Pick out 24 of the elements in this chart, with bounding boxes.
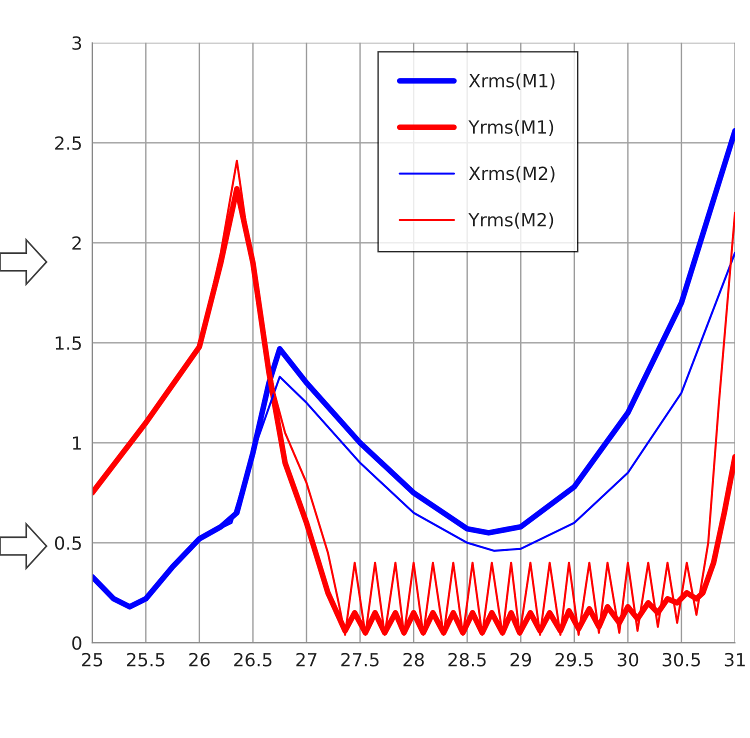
legend-label: Yrms(M1): [468, 120, 554, 136]
x-tick-label: 27: [296, 652, 316, 666]
x-tick-label: 26: [189, 652, 210, 666]
y-tick-label: 0: [72, 636, 82, 650]
x-tick-label: 30: [618, 652, 638, 666]
x-tick-label: 28: [403, 652, 424, 666]
x-tick-label: 30.5: [662, 652, 700, 666]
x-tick-label: 31: [724, 652, 745, 666]
y-tick-label: 2.5: [55, 136, 81, 150]
legend-label: Xrms(M1): [468, 74, 554, 90]
y-tick-label: 1: [73, 436, 81, 450]
x-tick-label: 29: [510, 652, 531, 666]
x-tick-label: 25.5: [127, 652, 164, 666]
y-tick-label: 1.5: [56, 336, 81, 350]
y-tick-label: 3: [72, 36, 82, 50]
y-tick-label: 0.5: [55, 536, 81, 550]
legend-label: Xrms(M2): [468, 166, 554, 182]
x-tick-label: 26.5: [234, 652, 272, 666]
legend-label: Yrms(M2): [468, 212, 554, 229]
x-tick-label: 27.5: [341, 652, 379, 666]
x-tick-label: 25: [82, 652, 102, 666]
x-tick-label: 28.5: [448, 652, 486, 666]
x-tick-label: 29.5: [556, 652, 593, 666]
y-tick-label: 2: [72, 236, 81, 250]
